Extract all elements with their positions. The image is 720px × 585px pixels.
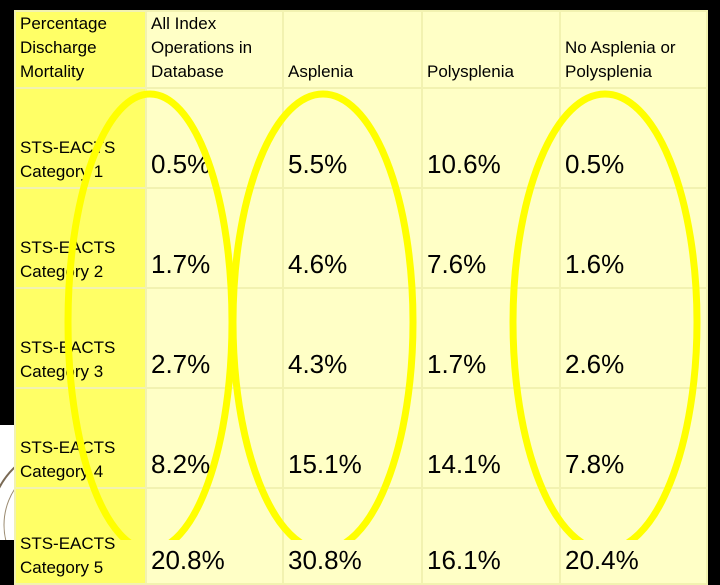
table-cell: 20.4% bbox=[559, 487, 708, 585]
table-cell: 2.7% bbox=[145, 287, 284, 389]
table-cell: 1.7% bbox=[421, 287, 561, 389]
row-label: STS-EACTS Category 4 bbox=[14, 387, 147, 489]
table-cell: 7.8% bbox=[559, 387, 708, 489]
row-label: STS-EACTS Category 5 bbox=[14, 487, 147, 585]
table-cell: 8.2% bbox=[145, 387, 284, 489]
table-cell: 5.5% bbox=[282, 87, 423, 189]
header-cell: No Asplenia or Polysplenia bbox=[559, 10, 708, 89]
table-cell: 30.8% bbox=[282, 487, 423, 585]
table-cell: 10.6% bbox=[421, 87, 561, 189]
table-row: STS-EACTS Category 5 20.8% 30.8% 16.1% 2… bbox=[14, 487, 708, 585]
row-label: STS-EACTS Category 1 bbox=[14, 87, 147, 189]
table-cell: 0.5% bbox=[145, 87, 284, 189]
table-cell: 7.6% bbox=[421, 187, 561, 289]
header-row: Percentage Discharge Mortality All Index… bbox=[14, 10, 708, 89]
table-cell: 14.1% bbox=[421, 387, 561, 489]
table-row: STS-EACTS Category 4 8.2% 15.1% 14.1% 7.… bbox=[14, 387, 708, 489]
table-cell: 20.8% bbox=[145, 487, 284, 585]
table-cell: 2.6% bbox=[559, 287, 708, 389]
table-cell: 16.1% bbox=[421, 487, 561, 585]
table-cell: 15.1% bbox=[282, 387, 423, 489]
table-row: STS-EACTS Category 2 1.7% 4.6% 7.6% 1.6% bbox=[14, 187, 708, 289]
row-label: STS-EACTS Category 3 bbox=[14, 287, 147, 389]
header-cell: Percentage Discharge Mortality bbox=[14, 10, 147, 89]
header-cell: All Index Operations in Database bbox=[145, 10, 284, 89]
table-cell: 0.5% bbox=[559, 87, 708, 189]
mortality-table: Percentage Discharge Mortality All Index… bbox=[14, 10, 708, 585]
table-cell: 1.7% bbox=[145, 187, 284, 289]
table-cell: 4.3% bbox=[282, 287, 423, 389]
table-row: STS-EACTS Category 1 0.5% 5.5% 10.6% 0.5… bbox=[14, 87, 708, 189]
table-cell: 1.6% bbox=[559, 187, 708, 289]
row-label: STS-EACTS Category 2 bbox=[14, 187, 147, 289]
table-cell: 4.6% bbox=[282, 187, 423, 289]
table-row: STS-EACTS Category 3 2.7% 4.3% 1.7% 2.6% bbox=[14, 287, 708, 389]
header-cell: Asplenia bbox=[282, 10, 423, 89]
header-cell: Polysplenia bbox=[421, 10, 561, 89]
